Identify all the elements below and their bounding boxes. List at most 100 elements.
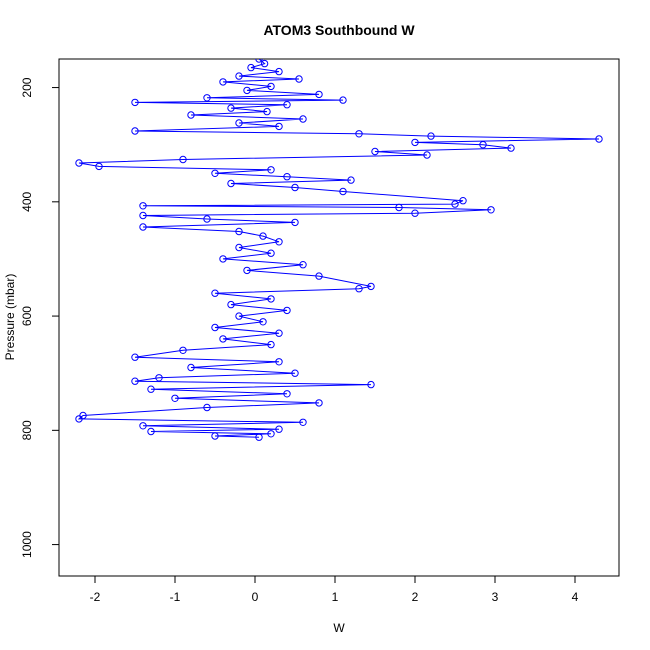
- data-point: [203, 215, 211, 223]
- data-point: [75, 159, 83, 167]
- data-point: [179, 346, 187, 354]
- data-layer: [75, 59, 603, 441]
- y-tick-label: 200: [20, 77, 34, 97]
- data-point: [315, 399, 323, 407]
- data-point: [423, 151, 431, 159]
- data-point: [283, 173, 291, 181]
- data-point: [595, 135, 603, 143]
- y-tick-label: 600: [20, 306, 34, 326]
- data-point: [275, 238, 283, 246]
- data-point: [139, 223, 147, 231]
- data-point: [451, 200, 459, 208]
- data-point: [235, 72, 243, 80]
- data-point: [299, 261, 307, 269]
- y-tick-label: 1000: [20, 531, 34, 558]
- data-point: [479, 141, 487, 149]
- data-point: [211, 289, 219, 297]
- data-point: [267, 166, 275, 174]
- data-point: [139, 422, 147, 430]
- data-point: [95, 162, 103, 171]
- data-point: [187, 111, 195, 119]
- data-point: [259, 318, 267, 326]
- data-point: [267, 430, 275, 438]
- data-point: [355, 130, 363, 138]
- y-tick-label: 400: [20, 191, 34, 211]
- data-point: [187, 363, 195, 372]
- x-tick-label: 4: [572, 590, 579, 604]
- data-point: [211, 169, 219, 178]
- data-point: [260, 59, 269, 68]
- data-point: [131, 377, 139, 385]
- data-point: [275, 425, 283, 433]
- data-point: [147, 385, 155, 393]
- y-tick-label: 800: [20, 420, 34, 440]
- data-point: [235, 119, 243, 127]
- x-tick-label: -2: [90, 590, 101, 604]
- data-point: [299, 418, 307, 426]
- data-point: [147, 427, 155, 436]
- data-point: [131, 127, 139, 135]
- data-point: [459, 197, 467, 205]
- data-point: [131, 353, 139, 361]
- data-point: [283, 390, 291, 398]
- data-point: [367, 380, 375, 389]
- data-point: [75, 415, 83, 423]
- data-point: [275, 358, 283, 366]
- data-point: [263, 107, 271, 116]
- data-point: [275, 122, 283, 131]
- data-point: [171, 394, 179, 402]
- data-point: [275, 329, 283, 337]
- data-point: [339, 187, 347, 196]
- y-axis: 200 400 600 800 1000: [20, 77, 59, 558]
- data-point: [487, 206, 495, 214]
- data-point: [339, 96, 347, 104]
- data-point: [367, 282, 375, 291]
- data-point: [267, 340, 275, 349]
- data-point: [203, 94, 211, 102]
- data-point: [255, 59, 263, 63]
- data-point: [227, 104, 235, 112]
- data-point: [235, 227, 243, 236]
- data-point: [291, 183, 299, 192]
- data-point: [211, 432, 219, 440]
- data-point: [131, 98, 139, 107]
- data-point: [211, 323, 219, 332]
- data-point: [267, 249, 275, 257]
- x-axis: -2 -1 0 1 2 3 4: [90, 576, 579, 604]
- data-point: [235, 312, 243, 320]
- data-point: [283, 306, 291, 315]
- data-point: [227, 179, 235, 188]
- data-point: [227, 300, 235, 309]
- data-point: [371, 147, 379, 156]
- data-point: [347, 176, 355, 184]
- series-line: [77, 59, 600, 438]
- data-point: [291, 218, 299, 227]
- data-point: [315, 272, 323, 280]
- data-point: [299, 115, 307, 123]
- y-axis-label: Pressure (mbar): [3, 274, 17, 361]
- data-point: [155, 374, 163, 382]
- data-point: [267, 295, 275, 303]
- data-point: [219, 335, 227, 343]
- data-point: [243, 86, 251, 95]
- data-point: [427, 132, 435, 140]
- data-point: [507, 144, 515, 152]
- x-tick-label: -1: [170, 590, 181, 604]
- data-point: [395, 203, 403, 212]
- x-axis-label: W: [333, 621, 345, 635]
- data-point: [259, 232, 267, 240]
- data-point: [139, 211, 147, 220]
- data-point: [411, 209, 419, 217]
- x-tick-label: 1: [332, 590, 339, 604]
- data-point: [139, 202, 147, 210]
- data-point: [295, 75, 303, 83]
- plot-frame: [58, 58, 620, 577]
- data-point: [291, 369, 299, 377]
- data-point: [235, 243, 243, 252]
- data-point: [355, 285, 363, 293]
- data-point: [315, 90, 323, 99]
- data-point: [275, 67, 283, 76]
- data-point: [283, 101, 291, 109]
- chart-title: ATOM3 Southbound W: [263, 22, 415, 38]
- data-point: [247, 63, 255, 72]
